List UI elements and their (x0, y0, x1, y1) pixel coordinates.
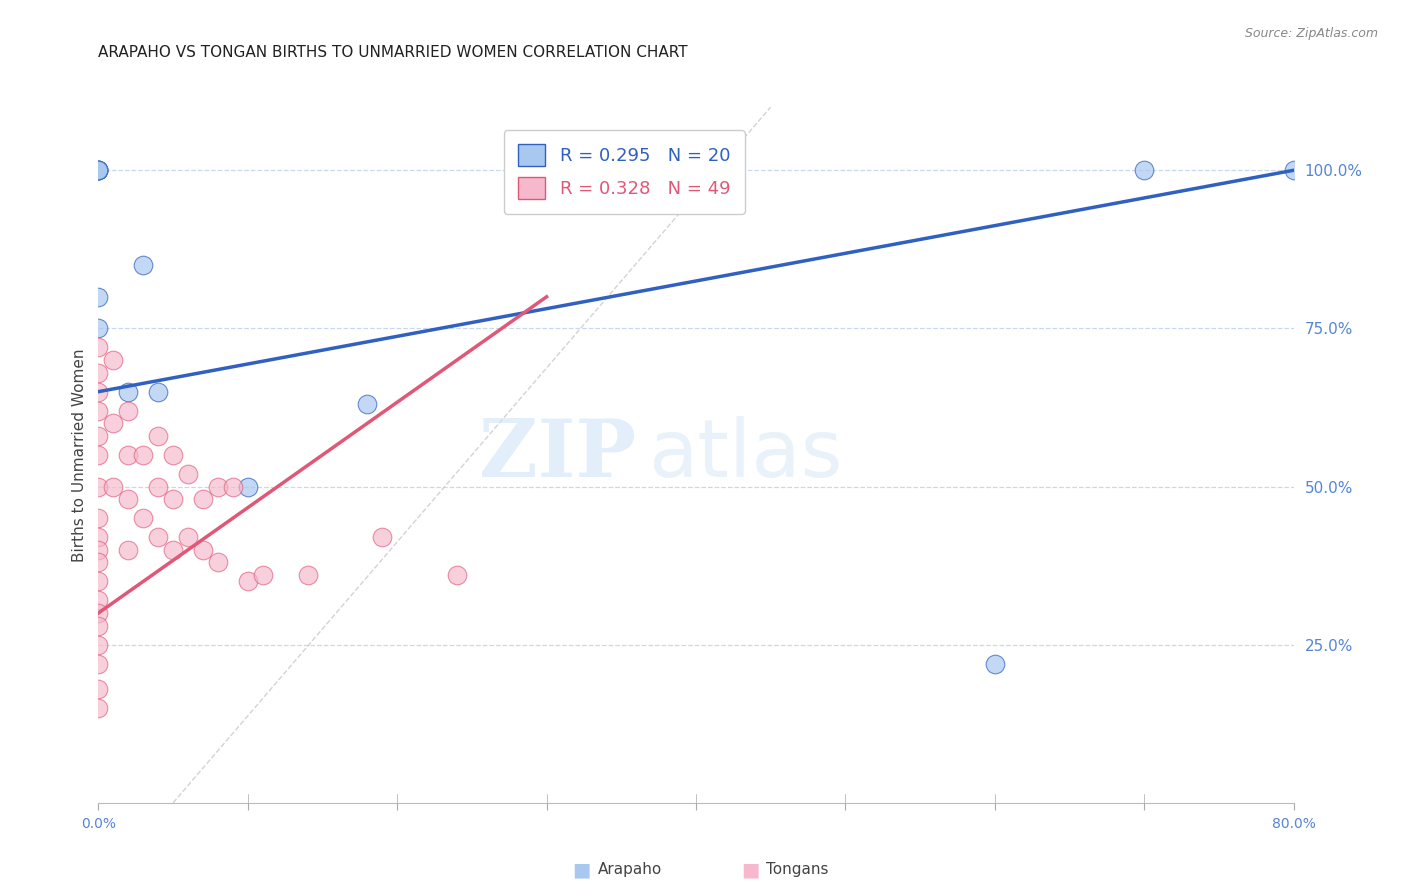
Point (356, 397, 378, 411)
Point (87, 448, 110, 462)
Point (103, 417, 125, 431)
Point (1133, 163, 1156, 178)
Point (148, 479, 170, 493)
Point (446, 568, 468, 582)
Point (103, 479, 125, 493)
Point (117, 542, 139, 557)
Point (162, 492, 184, 507)
Point (297, 568, 319, 582)
Point (87, 593, 110, 607)
Point (87, 429, 110, 443)
Point (87, 618, 110, 632)
Text: ZIP: ZIP (479, 416, 637, 494)
Point (87, 340, 110, 354)
Point (132, 448, 155, 462)
Point (87, 701, 110, 715)
Text: ARAPAHO VS TONGAN BIRTHS TO UNMARRIED WOMEN CORRELATION CHART: ARAPAHO VS TONGAN BIRTHS TO UNMARRIED WO… (98, 45, 688, 60)
Text: ■: ■ (572, 860, 591, 880)
Point (87, 556, 110, 570)
Point (371, 530, 394, 544)
Point (191, 492, 214, 507)
Point (87, 163, 110, 178)
Point (177, 530, 200, 544)
Point (117, 492, 139, 507)
Point (132, 258, 155, 272)
Point (87, 366, 110, 380)
Point (236, 479, 259, 493)
Point (162, 542, 184, 557)
Y-axis label: Births to Unmarried Women: Births to Unmarried Women (72, 348, 87, 562)
Point (87, 163, 110, 178)
Point (207, 556, 229, 570)
Point (236, 574, 259, 589)
Text: Arapaho: Arapaho (598, 863, 662, 877)
Point (87, 479, 110, 493)
Legend: R = 0.295   N = 20, R = 0.328   N = 49: R = 0.295 N = 20, R = 0.328 N = 49 (503, 130, 745, 214)
Point (162, 448, 184, 462)
Text: Source: ZipAtlas.com: Source: ZipAtlas.com (1244, 27, 1378, 40)
Point (148, 429, 170, 443)
Point (117, 448, 139, 462)
Point (984, 657, 1007, 671)
Text: Tongans: Tongans (766, 863, 828, 877)
Point (103, 353, 125, 368)
Point (87, 163, 110, 178)
Point (87, 657, 110, 671)
Point (177, 467, 200, 481)
Point (87, 163, 110, 178)
Point (148, 530, 170, 544)
Point (148, 384, 170, 399)
Point (87, 321, 110, 335)
Point (87, 403, 110, 417)
Point (87, 511, 110, 525)
Point (87, 638, 110, 652)
Point (132, 511, 155, 525)
Point (87, 290, 110, 304)
Point (87, 606, 110, 620)
Text: ■: ■ (741, 860, 759, 880)
Point (117, 384, 139, 399)
Point (222, 479, 245, 493)
Point (87, 681, 110, 696)
Point (252, 568, 274, 582)
Point (87, 574, 110, 589)
Point (191, 542, 214, 557)
Point (87, 530, 110, 544)
Point (207, 479, 229, 493)
Point (87, 542, 110, 557)
Point (117, 403, 139, 417)
Point (87, 384, 110, 399)
Point (1282, 163, 1305, 178)
Text: atlas: atlas (648, 416, 842, 494)
Point (87, 163, 110, 178)
